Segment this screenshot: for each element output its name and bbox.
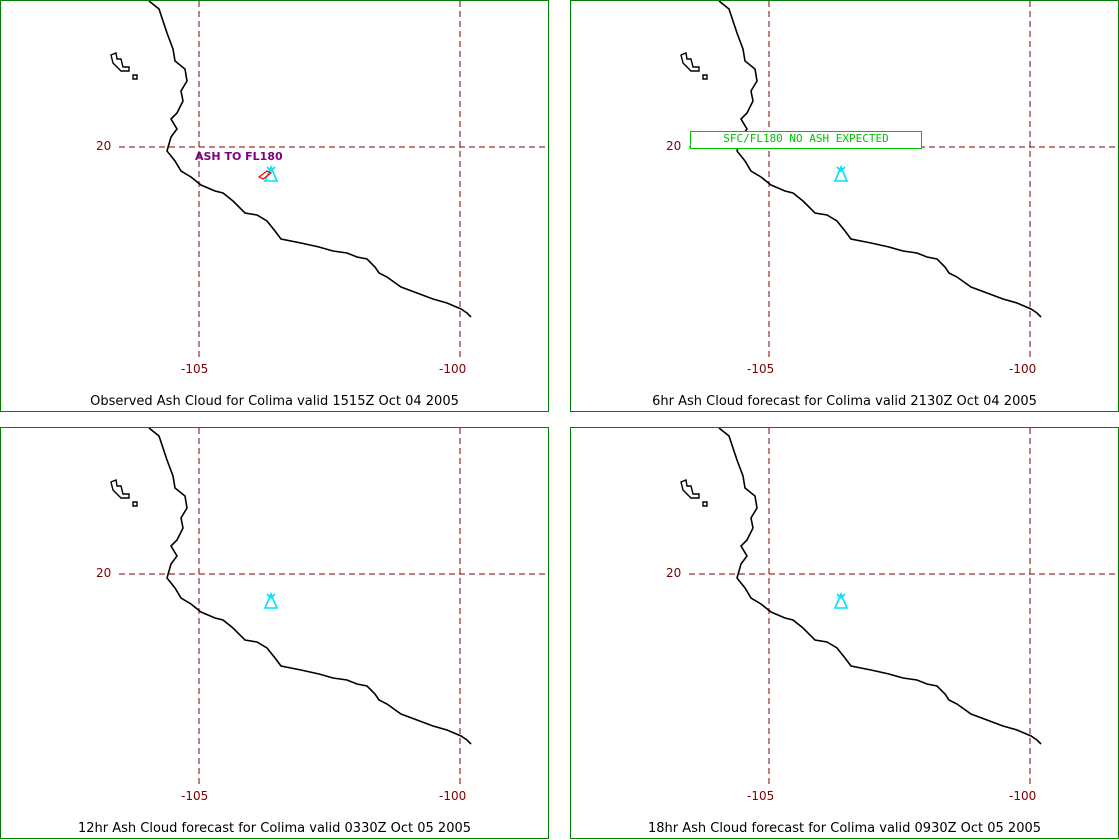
panel-caption: 18hr Ash Cloud forecast for Colima valid…	[647, 821, 1042, 836]
lon-label-105: -105	[747, 789, 775, 803]
lon-label-105: -105	[747, 362, 775, 376]
coastline	[680, 1, 1042, 318]
no-ash-expected-box: SFC/FL180 NO ASH EXPECTED	[690, 131, 922, 149]
coastline-path	[148, 1, 472, 318]
island-outline	[680, 479, 708, 507]
map-canvas	[680, 1, 1119, 361]
volcano-triangle-icon	[263, 164, 279, 182]
coastline-path	[718, 428, 1042, 745]
volcano-triangle-icon	[833, 164, 849, 182]
island-outline	[110, 479, 138, 507]
island-outline	[110, 52, 138, 80]
ash-cloud-polygon	[257, 170, 273, 180]
lat-label-20: 20	[666, 139, 682, 153]
panel-caption: 12hr Ash Cloud forecast for Colima valid…	[77, 821, 472, 836]
volcano-triangle	[263, 164, 279, 182]
ash-altitude-label: ASH TO FL180	[195, 150, 283, 163]
map-canvas	[110, 1, 549, 361]
lon-label-105: -105	[181, 362, 209, 376]
ash-cloud-outline	[257, 170, 273, 180]
grid-lines	[689, 428, 1119, 788]
lon-label-105: -105	[181, 789, 209, 803]
map-panel-observed: 20 -105 -100 ASH TO FL180 Observed Ash C…	[0, 0, 549, 412]
grid-lines	[119, 428, 549, 788]
map-canvas	[680, 428, 1119, 788]
map-panel-12hr: 20 -105 -100 12hr Ash Cloud forecast for…	[0, 427, 549, 839]
lon-label-100: -100	[439, 362, 467, 376]
grid-lines	[119, 1, 549, 361]
coastline	[110, 428, 472, 745]
volcano-triangle-icon	[263, 591, 279, 609]
coastline-path	[148, 428, 472, 745]
map-panel-6hr: 20 -105 -100 SFC/FL180 NO ASH EXPECTED 6…	[570, 0, 1119, 412]
coastline-path	[718, 1, 1042, 318]
volcano-triangle	[833, 591, 849, 609]
volcano-triangle	[263, 591, 279, 609]
lon-label-100: -100	[1009, 362, 1037, 376]
island-outline	[680, 52, 708, 80]
lat-label-20: 20	[666, 566, 682, 580]
volcano-triangle-icon	[833, 591, 849, 609]
map-panel-18hr: 20 -105 -100 18hr Ash Cloud forecast for…	[570, 427, 1119, 839]
volcano-triangle	[833, 164, 849, 182]
lat-label-20: 20	[96, 566, 112, 580]
lat-label-20: 20	[96, 139, 112, 153]
panel-caption: Observed Ash Cloud for Colima valid 1515…	[90, 394, 459, 409]
coastline	[680, 428, 1042, 745]
coastline	[110, 1, 472, 318]
lon-label-100: -100	[439, 789, 467, 803]
panel-caption: 6hr Ash Cloud forecast for Colima valid …	[652, 394, 1037, 409]
map-canvas	[110, 428, 549, 788]
grid-lines	[689, 1, 1119, 361]
lon-label-100: -100	[1009, 789, 1037, 803]
